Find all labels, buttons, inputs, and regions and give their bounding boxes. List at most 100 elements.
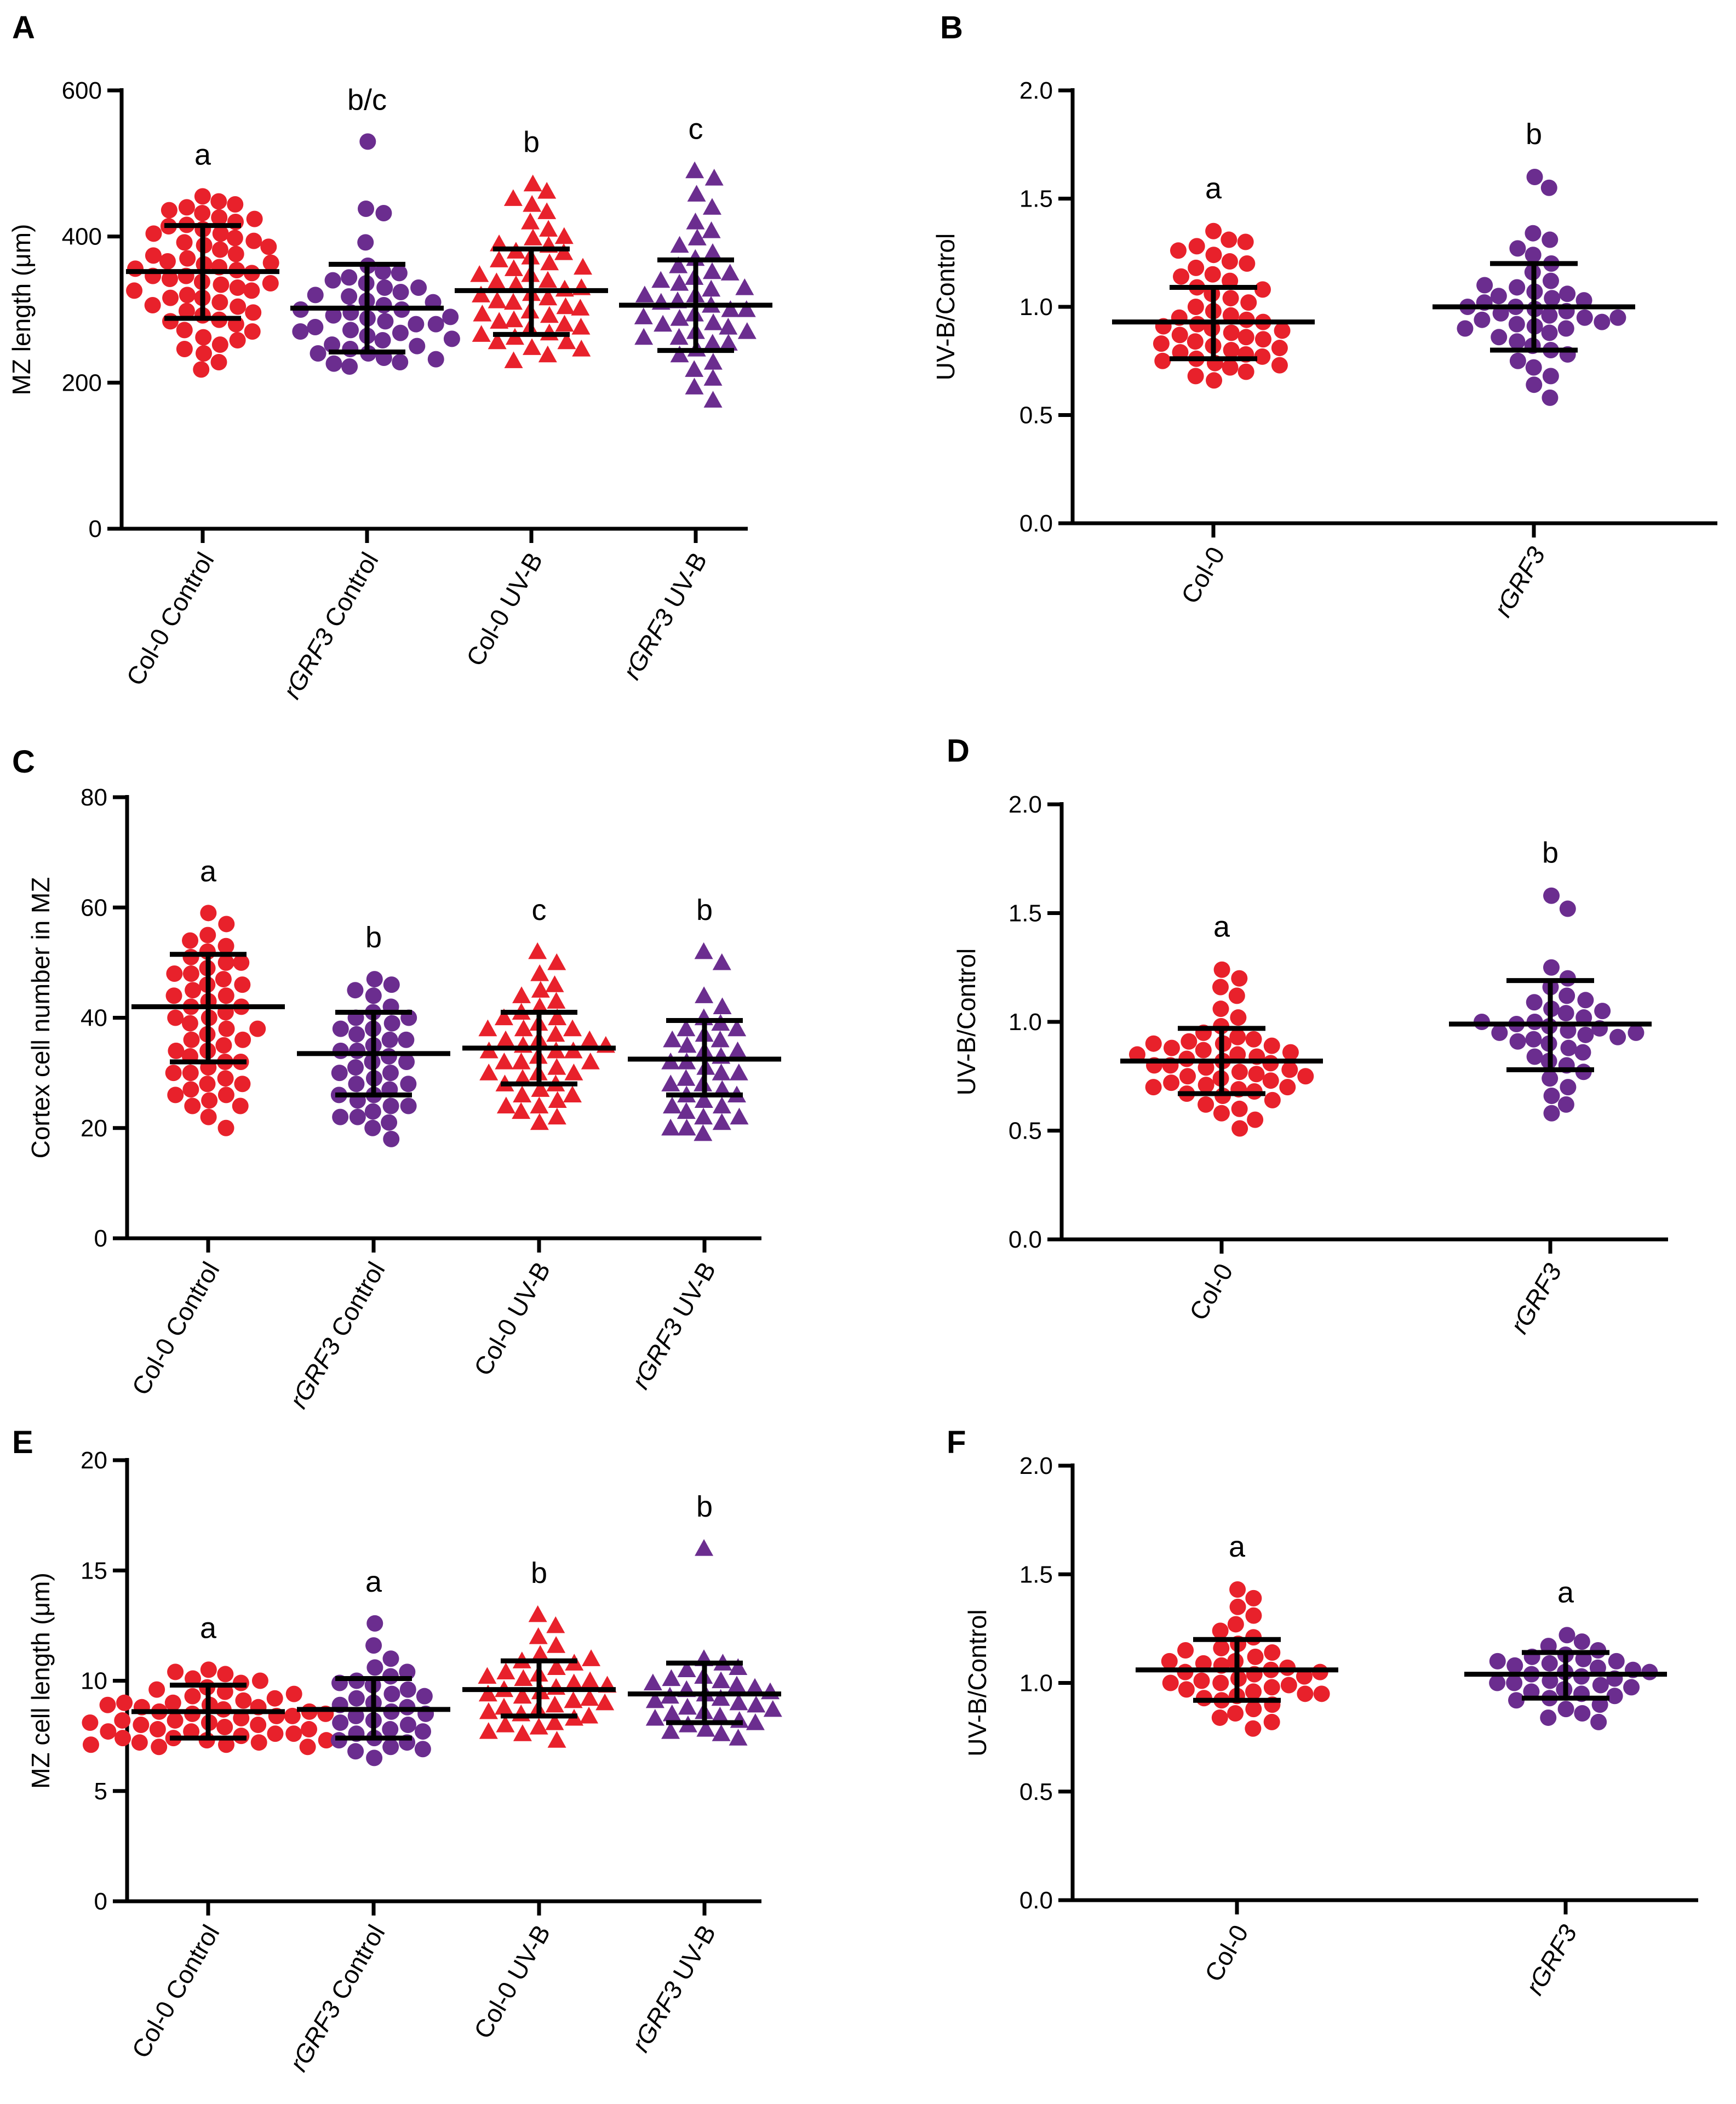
- data-point: [398, 1031, 415, 1048]
- data-point: [1525, 359, 1542, 376]
- data-point: [149, 1721, 166, 1738]
- data-point: [729, 1064, 748, 1080]
- data-point: [531, 1645, 550, 1662]
- data-point: [1187, 368, 1204, 385]
- data-point: [746, 1713, 765, 1730]
- data-point: [580, 1689, 599, 1706]
- data-point: [1542, 389, 1559, 406]
- data-point: [325, 355, 342, 372]
- data-point: [1245, 1701, 1262, 1718]
- data-point: [358, 201, 375, 217]
- data-point: [167, 1087, 184, 1104]
- y-tick-label: 0.5: [1019, 402, 1053, 429]
- data-point: [218, 1020, 235, 1037]
- x-tick-label-1: rGRF3: [1520, 1920, 1583, 2000]
- data-point: [167, 1009, 184, 1026]
- data-point: [234, 1076, 251, 1093]
- data-point: [1231, 1100, 1248, 1117]
- data-point: [399, 1717, 416, 1733]
- data-point: [1609, 309, 1626, 326]
- y-axis-title: UV-B/Control: [952, 948, 981, 1095]
- data-point: [669, 328, 689, 345]
- data-point: [1609, 1028, 1626, 1045]
- data-point: [712, 953, 731, 970]
- data-point: [523, 195, 542, 212]
- data-point: [179, 250, 196, 267]
- data-point: [651, 271, 671, 288]
- data-point: [737, 300, 756, 317]
- data-point: [381, 1114, 398, 1131]
- data-point: [563, 1019, 582, 1037]
- data-point: [1239, 255, 1256, 272]
- data-point: [574, 258, 593, 275]
- data-point: [217, 937, 234, 954]
- data-point: [720, 264, 740, 281]
- data-point: [183, 1031, 200, 1048]
- data-point: [1221, 253, 1238, 270]
- data-point: [1163, 1039, 1180, 1056]
- data-point: [383, 1685, 400, 1702]
- data-point: [662, 1669, 681, 1686]
- data-point: [685, 378, 704, 395]
- data-point: [529, 1627, 548, 1644]
- data-point: [182, 965, 199, 982]
- data-point: [677, 1118, 696, 1136]
- data-point: [1623, 1679, 1640, 1696]
- data-point: [348, 1026, 365, 1043]
- data-point: [1525, 225, 1542, 242]
- data-point: [712, 1671, 731, 1689]
- data-point: [489, 250, 508, 267]
- significance-letter: b: [523, 126, 540, 159]
- data-point: [199, 1076, 216, 1093]
- data-point: [735, 278, 754, 295]
- data-point: [1237, 329, 1254, 346]
- data-point: [1573, 1633, 1590, 1650]
- data-point: [211, 209, 228, 226]
- data-point: [366, 1749, 383, 1766]
- data-point: [229, 332, 246, 348]
- data-point: [148, 1681, 165, 1698]
- data-point: [164, 1694, 181, 1711]
- data-point: [1574, 1705, 1591, 1722]
- data-point: [414, 1741, 431, 1758]
- data-point: [514, 1019, 533, 1037]
- data-point: [332, 1020, 349, 1037]
- significance-letter: b: [365, 921, 382, 954]
- data-point: [1227, 1705, 1244, 1722]
- data-point: [702, 262, 721, 279]
- panel-e-chart: 0 5 10 15 20 MZ cell length (μm) Col-0 Control…: [26, 1447, 782, 2076]
- data-point: [1559, 1627, 1575, 1644]
- data-point: [1205, 222, 1222, 239]
- data-point: [1525, 1031, 1542, 1048]
- data-point: [728, 1041, 747, 1059]
- y-tick-label: 1.0: [1019, 294, 1053, 321]
- data-point: [392, 354, 409, 370]
- data-point: [687, 228, 707, 245]
- data-point: [563, 1085, 582, 1102]
- data-point: [382, 1065, 399, 1082]
- x-tick-label-1: rGRF3: [1488, 542, 1551, 622]
- data-point: [1187, 299, 1204, 315]
- data-point: [341, 269, 358, 286]
- significance-letter: b: [696, 894, 713, 927]
- data-point: [1526, 169, 1543, 185]
- data-point: [528, 1605, 547, 1622]
- data-point: [366, 1615, 383, 1632]
- data-point: [167, 1712, 184, 1729]
- data-point: [661, 1074, 680, 1091]
- data-point: [1222, 290, 1239, 307]
- data-point: [366, 971, 383, 988]
- data-point: [729, 1658, 748, 1675]
- y-tick-label: 400: [62, 224, 102, 250]
- data-point: [1173, 268, 1190, 285]
- data-point: [226, 230, 243, 247]
- data-point: [554, 227, 574, 244]
- data-point: [1508, 316, 1525, 333]
- data-point: [494, 1008, 513, 1026]
- data-point: [194, 205, 211, 221]
- data-point: [1526, 994, 1543, 1011]
- data-point: [1179, 1068, 1196, 1085]
- y-tick-label: 1.5: [1009, 900, 1042, 927]
- data-point: [400, 1097, 417, 1114]
- data-point: [662, 1704, 681, 1722]
